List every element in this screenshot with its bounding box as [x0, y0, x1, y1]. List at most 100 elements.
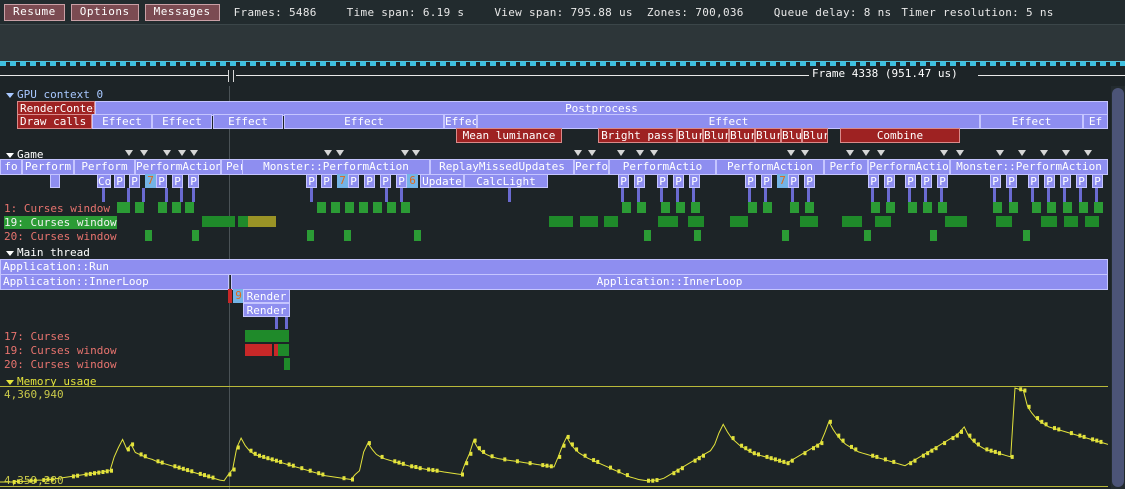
lock-block[interactable] — [694, 230, 701, 241]
gpu-zone-effect-8[interactable]: Ef — [1083, 114, 1108, 129]
lock-block[interactable] — [864, 230, 871, 241]
game-subzone-p4[interactable]: P — [172, 174, 183, 188]
gpu-zone-effect-3[interactable]: Effect — [213, 114, 283, 129]
lock-block[interactable] — [202, 216, 235, 227]
game-zone-10[interactable]: Perfo — [824, 159, 868, 175]
lock-block[interactable] — [1079, 202, 1088, 213]
row-label-curses-window-19[interactable]: 19: Curses window — [4, 216, 117, 229]
lock-block[interactable] — [359, 202, 368, 213]
lock-block[interactable] — [945, 216, 967, 227]
resume-button[interactable]: Resume — [4, 4, 65, 21]
lock-block[interactable] — [1009, 202, 1018, 213]
gpu-zone-effect-4[interactable]: Effect — [284, 114, 444, 129]
game-subzone-p23[interactable]: P — [905, 174, 916, 188]
gpu-zone-blur-4[interactable]: Blur — [755, 128, 781, 143]
game-tick[interactable] — [1009, 188, 1012, 202]
main-zone-inner-loop-left[interactable]: Application::InnerLoop — [0, 274, 229, 290]
game-tick[interactable] — [748, 188, 751, 202]
gpu-zone-blur-2[interactable]: Blur — [703, 128, 729, 143]
main-lock-block[interactable] — [278, 344, 289, 356]
game-subzone-7c[interactable]: 7 — [777, 174, 788, 188]
lock-block[interactable] — [185, 202, 194, 213]
game-tick[interactable] — [180, 188, 183, 202]
lock-block[interactable] — [644, 230, 651, 241]
gpu-zone-mean-luminance[interactable]: Mean luminance — [456, 128, 562, 143]
game-subzone-p2[interactable]: P — [129, 174, 140, 188]
game-tick[interactable] — [1063, 188, 1066, 202]
lock-block[interactable] — [930, 230, 937, 241]
game-tick[interactable] — [1095, 188, 1098, 202]
lock-block[interactable] — [317, 202, 326, 213]
game-subzone-p29[interactable]: P — [1044, 174, 1055, 188]
game-subzone-p12[interactable]: P — [618, 174, 629, 188]
game-tick[interactable] — [637, 188, 640, 202]
game-subzone-p14[interactable]: P — [657, 174, 668, 188]
message-marker[interactable] — [324, 150, 332, 156]
game-zone-5[interactable]: Monster::PerformAction — [242, 159, 430, 175]
chevron-down-icon[interactable] — [6, 251, 14, 256]
main-zone-application-run[interactable]: Application::Run — [0, 259, 1108, 275]
lock-block[interactable] — [414, 230, 421, 241]
lock-block[interactable] — [345, 202, 354, 213]
game-subzone-p18[interactable]: P — [761, 174, 772, 188]
game-subzone-calclight[interactable]: CalcLight — [464, 174, 548, 188]
game-subzone-p17[interactable]: P — [745, 174, 756, 188]
game-subzone-p6[interactable]: P — [306, 174, 317, 188]
game-zone-6[interactable]: ReplayMissedUpdates — [430, 159, 574, 175]
game-subzone-p30[interactable]: P — [1060, 174, 1071, 188]
chevron-down-icon[interactable] — [6, 153, 14, 158]
message-marker[interactable] — [956, 150, 964, 156]
vertical-scrollbar-thumb[interactable] — [1112, 88, 1124, 487]
message-marker[interactable] — [125, 150, 133, 156]
frames-minimap[interactable] — [0, 24, 1125, 62]
message-marker[interactable] — [1062, 150, 1070, 156]
main-tick[interactable] — [275, 317, 278, 329]
message-marker[interactable] — [877, 150, 885, 156]
game-subzone[interactable] — [50, 174, 60, 188]
gpu-zone-effect-6[interactable]: Effect — [477, 114, 980, 129]
game-zone-9[interactable]: PerformAction — [716, 159, 824, 175]
lock-block[interactable] — [604, 216, 618, 227]
lock-block[interactable] — [1032, 202, 1041, 213]
game-zone-2[interactable]: Perform — [74, 159, 135, 175]
lock-block[interactable] — [549, 216, 573, 227]
game-subzone-p16[interactable]: P — [689, 174, 700, 188]
game-subzone-p11[interactable]: P — [396, 174, 407, 188]
game-subzone-p26[interactable]: P — [990, 174, 1001, 188]
game-tick[interactable] — [621, 188, 624, 202]
lock-block[interactable] — [661, 202, 670, 213]
gpu-zone-bright-pass[interactable]: Bright pass — [598, 128, 677, 143]
message-marker[interactable] — [190, 150, 198, 156]
lock-block[interactable] — [1085, 216, 1099, 227]
lock-block[interactable] — [1094, 202, 1103, 213]
game-tick[interactable] — [676, 188, 679, 202]
lock-block[interactable] — [1063, 202, 1072, 213]
game-subzone-7b[interactable]: 7 — [337, 174, 348, 188]
lock-block[interactable] — [782, 230, 789, 241]
game-zone-8[interactable]: PerformActio — [609, 159, 716, 175]
lock-block[interactable] — [763, 202, 772, 213]
lock-block[interactable] — [842, 216, 862, 227]
game-tick[interactable] — [791, 188, 794, 202]
game-tick[interactable] — [127, 188, 130, 202]
chevron-down-icon[interactable] — [6, 93, 14, 98]
message-marker[interactable] — [650, 150, 658, 156]
lock-block[interactable] — [1047, 202, 1056, 213]
lock-block[interactable] — [805, 202, 814, 213]
gpu-zone-blur-6[interactable]: Blur — [802, 128, 828, 143]
group-header-main-thread[interactable]: Main thread — [6, 246, 90, 259]
game-subzone-p31[interactable]: P — [1076, 174, 1087, 188]
game-subzone-p13[interactable]: P — [634, 174, 645, 188]
lock-block[interactable] — [307, 230, 314, 241]
gpu-zone-effect-5[interactable]: Effect — [444, 114, 477, 129]
game-tick[interactable] — [940, 188, 943, 202]
row-label-curses-window-20[interactable]: 20: Curses window — [4, 230, 117, 243]
gpu-zone-draw-calls[interactable]: Draw calls — [17, 114, 92, 129]
lock-block[interactable] — [748, 202, 757, 213]
gpu-zone-blur-5[interactable]: Blu — [781, 128, 802, 143]
game-subzone-p22[interactable]: P — [884, 174, 895, 188]
lock-block[interactable] — [331, 202, 340, 213]
lock-block[interactable] — [1064, 216, 1078, 227]
main-zone-render-top[interactable]: Render — [243, 289, 290, 303]
game-tick[interactable] — [142, 188, 145, 202]
